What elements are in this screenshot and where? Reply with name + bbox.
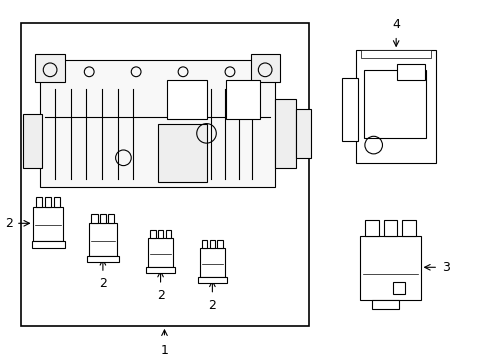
Bar — [158, 230, 163, 238]
Bar — [396, 64, 424, 80]
Bar — [355, 50, 435, 163]
Bar — [383, 220, 396, 236]
Bar — [167, 80, 206, 119]
Bar — [145, 267, 175, 273]
Bar — [40, 60, 274, 187]
Bar — [87, 256, 118, 262]
Bar — [22, 114, 42, 167]
Bar — [296, 109, 310, 158]
Text: 2: 2 — [208, 298, 216, 311]
Bar — [363, 70, 426, 138]
Bar — [165, 230, 171, 238]
Bar — [342, 78, 357, 141]
Bar — [150, 230, 155, 238]
Bar — [365, 220, 378, 236]
Text: 2: 2 — [5, 217, 13, 230]
Bar — [54, 197, 60, 207]
Bar — [360, 50, 430, 58]
Bar — [274, 99, 296, 167]
Bar — [359, 236, 420, 300]
Bar — [35, 54, 64, 82]
Bar — [100, 214, 106, 223]
Bar — [89, 223, 116, 256]
Bar — [209, 239, 215, 248]
Bar — [202, 239, 207, 248]
Text: 2: 2 — [99, 277, 106, 290]
Bar — [225, 80, 260, 119]
Bar — [31, 241, 64, 248]
Bar — [250, 54, 279, 82]
Bar — [197, 277, 226, 283]
Bar — [217, 239, 223, 248]
Bar — [33, 207, 62, 241]
Bar — [36, 197, 42, 207]
Text: 3: 3 — [441, 261, 449, 274]
Text: 1: 1 — [160, 343, 168, 356]
Bar — [371, 300, 399, 309]
Bar — [108, 214, 114, 223]
Text: 2: 2 — [156, 289, 164, 302]
Bar — [157, 123, 206, 182]
Bar — [392, 282, 404, 294]
Bar — [45, 197, 51, 207]
Text: 4: 4 — [391, 18, 399, 31]
Bar — [199, 248, 224, 277]
Bar — [20, 23, 308, 326]
Bar — [91, 214, 98, 223]
Bar — [401, 220, 415, 236]
Bar — [147, 238, 173, 267]
